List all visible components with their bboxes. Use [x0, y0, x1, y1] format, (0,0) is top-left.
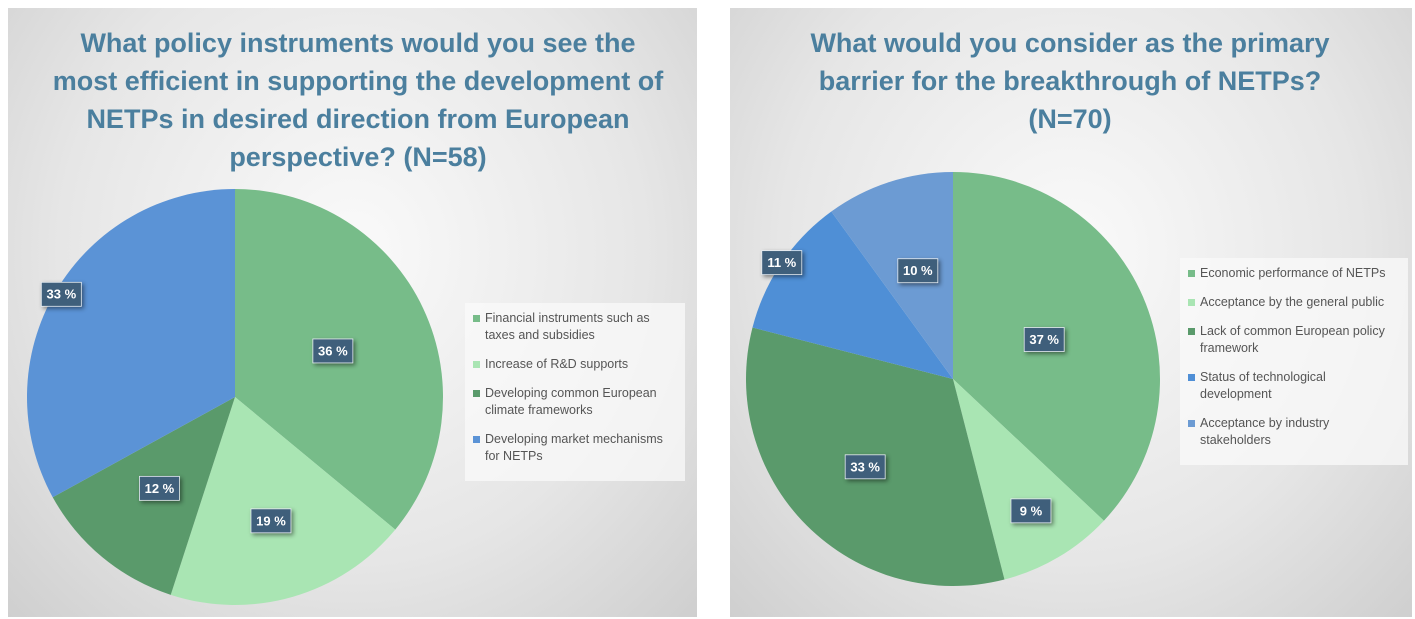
pie-slice [831, 172, 953, 379]
legend-swatch [1188, 270, 1195, 277]
data-label: 37 % [1029, 332, 1059, 347]
legend: Economic performance of NETPs Acceptance … [1180, 258, 1408, 465]
pie-chart: 36 % 19 % 12 % 33 % [26, 189, 443, 605]
label-box [844, 454, 886, 480]
pie-slice [170, 397, 396, 605]
data-label: 9 % [1020, 503, 1043, 518]
legend-swatch [473, 436, 480, 443]
legend-item: Acceptance by industry stakeholders [1188, 415, 1400, 449]
chart-panel: 37 % 9 % 33 % 11 % 10 % What would you consi… [730, 8, 1412, 617]
label-box [139, 475, 180, 501]
legend-swatch [473, 390, 480, 397]
legend-item: Lack of common European policy framework [1188, 323, 1400, 357]
legend-swatch [473, 315, 480, 322]
legend-item: Financial instruments such as taxes and … [473, 310, 677, 344]
pie-chart: 37 % 9 % 33 % 11 % 10 % [746, 172, 1160, 586]
legend-item: Developing common European climate frame… [473, 385, 677, 419]
chart-title: What policy instruments would you see th… [52, 28, 664, 172]
chart-title: What would you consider as the primary b… [810, 28, 1330, 134]
data-label: 19 % [256, 513, 286, 528]
legend-item: Economic performance of NETPs [1188, 265, 1400, 282]
legend-label: Status of technological development [1200, 370, 1326, 401]
data-label: 33 % [47, 287, 77, 302]
pie-slice [26, 189, 235, 498]
legend-swatch [1188, 328, 1195, 335]
legend-swatch [473, 361, 480, 368]
pie-slice [953, 379, 1104, 580]
pie-slice [752, 211, 953, 379]
data-label: 36 % [318, 343, 348, 358]
legend-label: Lack of common European policy framework [1200, 324, 1385, 355]
legend-label: Increase of R&D supports [485, 357, 629, 371]
legend-label: Developing market mechanisms for NETPs [485, 432, 663, 463]
label-box [250, 508, 292, 534]
legend-label: Financial instruments such as taxes and … [485, 311, 650, 342]
data-label: 10 % [903, 263, 933, 278]
data-label: 33 % [850, 459, 880, 474]
legend-item: Developing market mechanisms for NETPs [473, 431, 677, 465]
legend-swatch [1188, 374, 1195, 381]
chart-panel: 36 % 19 % 12 % 33 % What policy instruments… [8, 8, 697, 617]
label-box [1023, 327, 1065, 352]
label-box [1010, 498, 1052, 524]
label-box [312, 338, 354, 364]
legend-item: Acceptance by the general public [1188, 294, 1400, 311]
legend-item: Increase of R&D supports [473, 356, 677, 373]
legend-label: Acceptance by industry stakeholders [1200, 416, 1330, 447]
label-box [40, 281, 82, 307]
data-label: 11 % [767, 255, 796, 270]
label-box [761, 250, 803, 276]
legend-swatch [1188, 420, 1195, 427]
legend-label: Developing common European climate frame… [485, 386, 657, 417]
legend: Financial instruments such as taxes and … [465, 303, 685, 481]
legend-label: Economic performance of NETPs [1200, 266, 1386, 280]
data-label: 12 % [145, 481, 175, 496]
legend-swatch [1188, 299, 1195, 306]
label-box [897, 258, 939, 284]
legend-label: Acceptance by the general public [1200, 295, 1385, 309]
legend-item: Status of technological development [1188, 369, 1400, 403]
